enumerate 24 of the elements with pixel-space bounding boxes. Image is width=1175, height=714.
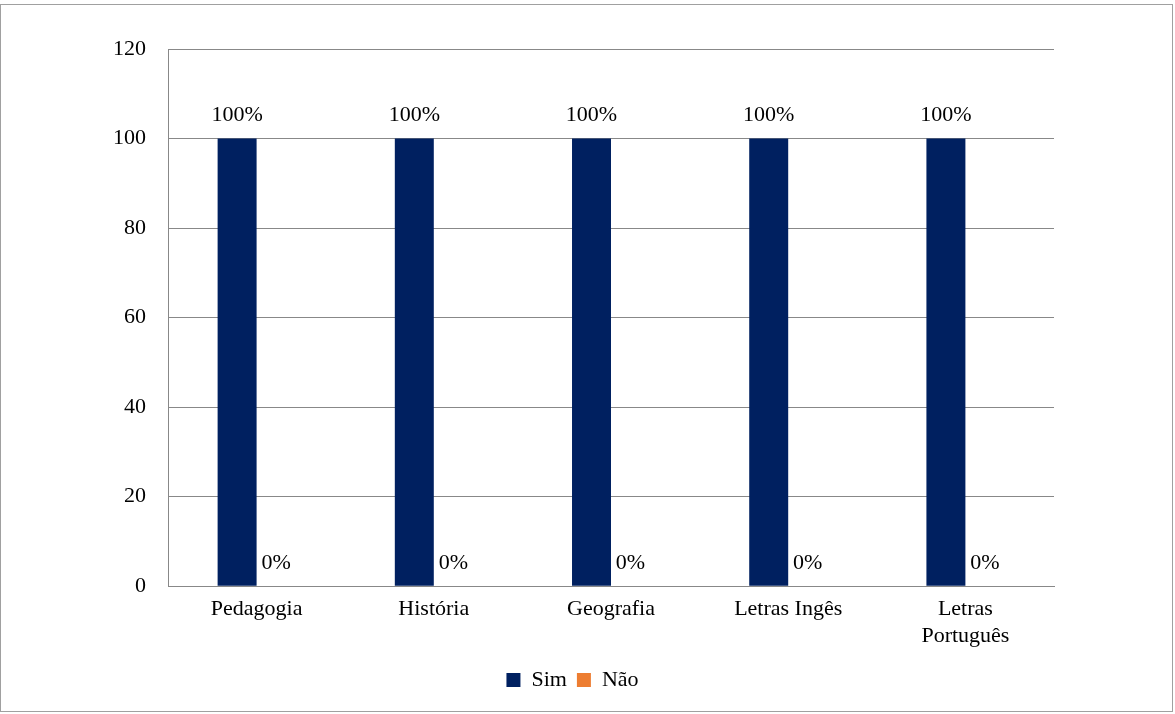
y-tick-label: 20 [124, 482, 146, 508]
y-tick-label: 100 [113, 124, 146, 150]
x-tick-label: História [398, 595, 470, 621]
data-label: 0% [970, 548, 1000, 574]
x-tick-label: Letras Português [921, 595, 1010, 647]
legend-label: Não [601, 665, 639, 691]
y-tick-label: 60 [124, 303, 146, 329]
legend-label: Sim [531, 665, 567, 691]
data-label: 100% [743, 101, 795, 127]
y-tick-label: 80 [124, 213, 146, 239]
x-tick-label: Geografia [567, 595, 656, 621]
x-tick-label: Letras Ingês [734, 595, 843, 621]
y-tick-label: 40 [124, 392, 146, 418]
data-label: 100% [920, 101, 972, 127]
data-label: 100% [388, 101, 440, 127]
data-label: 0% [261, 548, 291, 574]
data-label: 100% [211, 101, 263, 127]
data-label: 0% [438, 548, 468, 574]
y-tick-label: 0 [135, 571, 146, 597]
data-label: 0% [615, 548, 646, 574]
x-tick-label: Pedagogia [210, 595, 303, 621]
data-label: 0% [793, 548, 823, 574]
data-label: 100% [565, 101, 618, 127]
y-tick-label: 120 [113, 34, 146, 60]
